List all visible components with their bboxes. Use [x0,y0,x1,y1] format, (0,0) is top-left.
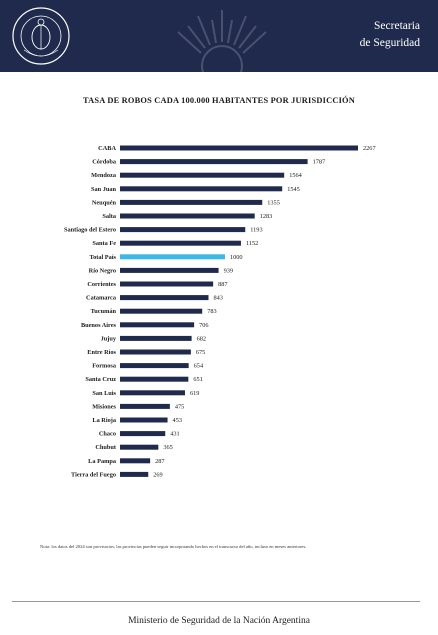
category-label: Salta [102,213,116,220]
category-label: Santa Fe [92,240,116,247]
category-label: Jujuy [101,335,117,342]
value-label: 843 [214,295,223,302]
category-label: San Luis [92,390,116,397]
value-label: 682 [197,335,206,342]
bar [120,431,166,437]
category-label: Catamarca [86,295,117,302]
bar [120,458,151,464]
value-label: 783 [207,308,216,315]
category-label: Río Negro [89,267,116,274]
category-label: Mendoza [91,172,117,179]
bar [120,417,168,423]
value-label: 1355 [267,199,280,206]
robbery-rate-bar-chart: CABA 2267 Córdoba 1787 Mendoza 1564 San Juan 15… [64,145,376,478]
value-label: 651 [193,376,202,383]
category-label: La Rioja [92,417,116,424]
bar [120,363,189,369]
bar [120,308,203,314]
value-label: 2267 [363,145,376,152]
bar [120,186,283,192]
bar [120,390,185,396]
bar [120,281,214,287]
bar [120,444,159,450]
category-label: Neuquén [92,199,117,206]
category-label: Entre Ríos [87,349,116,356]
category-label: Corrientes [87,281,116,288]
bar [120,199,263,205]
ministry-seal-icon [12,7,70,65]
category-label: La Pampa [88,458,117,465]
bar [120,295,209,301]
value-label: 1564 [289,172,302,179]
bar [120,403,170,409]
bar [120,172,285,178]
value-label: 1545 [287,186,300,193]
category-label: Chubut [95,444,117,451]
value-label: 887 [218,281,227,288]
bar [120,267,219,273]
value-label: 1000 [230,254,243,261]
bar [120,322,195,328]
bar [120,213,255,219]
chart-title: TASA DE ROBOS CADA 100.000 HABITANTES PO… [82,96,356,105]
value-label: 1283 [260,213,273,220]
bar [120,159,308,165]
bar [120,349,191,355]
header-banner: Secretaria de Seguridad [0,0,438,72]
value-label: 269 [153,471,162,478]
value-label: 1193 [250,227,262,234]
org-name: Secretaria de Seguridad [360,18,420,52]
bar [120,376,189,382]
bar [120,227,246,233]
bar [120,471,149,477]
bar [120,335,192,341]
value-label: 287 [155,458,164,465]
category-label: Buenos Aires [81,322,117,329]
value-label: 1787 [313,159,326,166]
value-label: 675 [196,349,205,356]
category-label: Misiones [92,403,116,410]
org-name-line1: Secretaria [374,20,420,32]
value-label: 453 [173,417,182,424]
value-label: 939 [224,267,233,274]
category-label: Tucumán [91,308,117,315]
category-label: Total País [89,254,116,261]
value-label: 475 [175,403,184,410]
value-label: 706 [199,322,208,329]
category-label: Chaco [99,431,116,438]
footnote: Nota: los datos del 2024 son provisorios… [40,544,307,549]
value-label: 365 [163,444,172,451]
sun-of-may-icon [177,10,267,72]
category-label: San Juan [91,186,117,193]
bar [120,240,241,246]
category-label: Córdoba [92,159,117,166]
bar [120,145,358,151]
value-label: 654 [194,363,204,370]
category-label: Santa Cruz [85,376,116,383]
value-label: 431 [170,431,179,438]
category-label: Tierra del Fuego [71,471,116,478]
category-label: CABA [98,145,116,152]
category-label: Santiago del Estero [64,227,116,234]
category-label: Formosa [92,363,117,370]
value-label: 619 [190,390,199,397]
value-label: 1152 [246,240,258,247]
bar [120,254,225,260]
footer-divider [12,601,420,602]
footer-ministry-name: Ministerio de Seguridad de la Nación Arg… [128,616,310,626]
org-name-line2: de Seguridad [359,37,420,49]
